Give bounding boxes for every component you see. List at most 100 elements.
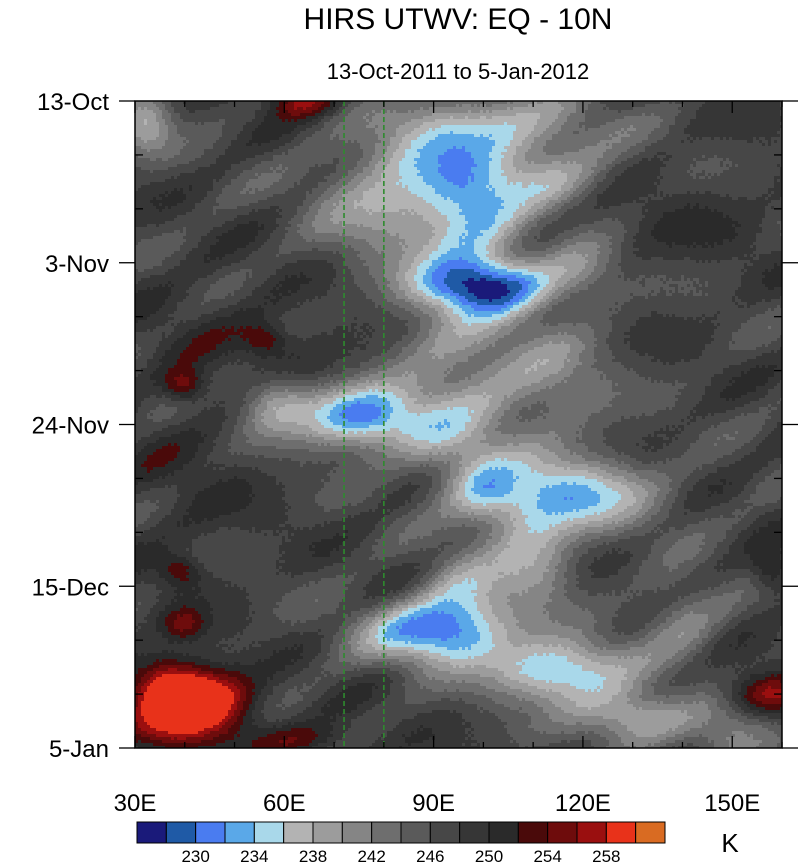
contour-cell [579,131,616,135]
contour-cell [393,365,454,369]
contour-cell [237,248,259,252]
contour-cell [678,113,697,117]
contour-cell [390,110,394,114]
contour-cell [372,467,376,471]
contour-cell [732,377,769,381]
contour-cell [156,224,160,228]
contour-cell [657,512,670,516]
contour-cell [240,335,274,339]
contour-cell [252,467,256,471]
contour-cell [768,461,783,465]
contour-cell [240,308,244,312]
contour-cell [162,395,166,399]
contour-cell [462,524,466,528]
contour-cell [351,179,364,183]
contour-cell [156,311,175,315]
contour-cell [549,290,556,294]
contour-cell [366,326,370,330]
contour-cell [369,509,373,513]
contour-cell [438,161,475,165]
contour-cell [255,413,262,417]
contour-cell [441,488,445,492]
contour-cell [579,425,583,429]
contour-cell [621,482,637,486]
contour-cell [528,287,538,291]
contour-cell [255,155,274,159]
contour-cell [639,227,655,231]
contour-cell [522,509,544,513]
contour-cell [513,482,562,486]
contour-cell [678,494,688,498]
contour-cell [621,131,625,135]
contour-cell [342,371,361,375]
contour-cell [396,272,406,276]
contour-cell [375,182,397,186]
contour-cell [525,371,529,375]
contour-cell [345,101,352,105]
contour-cell [777,263,781,267]
contour-cell [531,368,535,372]
contour-cell [333,203,337,207]
contour-cell [216,209,253,213]
contour-cell [579,281,595,285]
contour-cell [504,146,517,150]
contour-cell [375,278,388,282]
contour-cell [228,479,247,483]
contour-cell [609,464,631,468]
contour-cell [276,530,280,534]
contour-cell [549,296,559,300]
contour-cell [498,272,523,276]
contour-cell [360,335,364,339]
contour-cell [567,176,580,180]
contour-cell [453,398,490,402]
contour-cell [378,251,382,255]
contour-cell [534,212,544,216]
contour-cell [636,500,646,504]
contour-cell [450,437,466,441]
contour-cell [453,485,460,489]
contour-cell [594,281,640,285]
contour-cell [603,371,637,375]
contour-cell [570,533,586,537]
contour-cell [249,212,280,216]
contour-cell [162,197,187,201]
contour-cell [690,419,697,423]
contour-cell [447,272,481,276]
contour-cell [765,419,783,423]
contour-cell [315,200,325,204]
contour-cell [435,137,490,141]
contour-cell [342,194,364,198]
contour-cell [279,407,322,411]
contour-cell [459,473,466,477]
contour-cell [213,401,217,405]
contour-cell [672,101,676,105]
contour-cell [651,380,655,384]
contour-cell [780,101,783,105]
contour-cell [153,203,160,207]
contour-cell [318,197,331,201]
contour-cell [699,437,718,441]
contour-cell [261,224,265,228]
contour-cell [696,410,727,414]
contour-cell [495,485,514,489]
contour-cell [666,434,676,438]
contour-cell [711,425,715,429]
contour-cell [270,101,280,105]
contour-cell [438,446,442,450]
contour-cell [303,236,355,240]
contour-cell [306,275,337,279]
contour-cell [408,296,424,300]
contour-cell [183,200,202,204]
contour-cell [663,380,676,384]
contour-cell [369,374,403,378]
contour-cell [294,215,304,219]
contour-cell [327,365,331,369]
contour-cell [135,383,154,387]
contour-cell [534,125,550,129]
contour-cell [720,395,742,399]
contour-cell [198,278,220,282]
contour-cell [603,524,625,528]
contour-cell [333,536,349,540]
contour-cell [384,308,406,312]
contour-cell [594,176,607,180]
